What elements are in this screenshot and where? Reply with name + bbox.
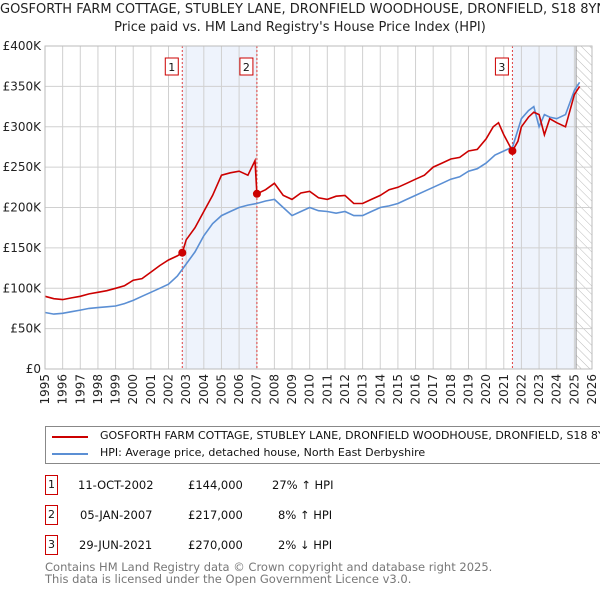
x-tick-label: 2009: [285, 374, 299, 405]
x-tick-label: 2006: [232, 374, 246, 405]
x-tick-label: 2014: [373, 374, 387, 405]
hpi-line: [44, 81, 581, 315]
x-tick-label: 2023: [532, 374, 546, 405]
transaction-price: £144,000: [188, 478, 243, 492]
transaction-date: 29-JUN-2021: [79, 538, 153, 552]
x-tick-label: 2022: [514, 374, 528, 405]
x-tick-label: 2004: [197, 374, 211, 405]
x-tick-label: 2021: [497, 374, 511, 405]
transaction-delta: 2% ↓ HPI: [278, 538, 333, 552]
sale-marker-label: 3: [498, 61, 505, 74]
transaction-price: £270,000: [188, 538, 243, 552]
transaction-badge: 1: [45, 475, 58, 495]
x-tick-label: 2012: [338, 374, 352, 405]
transaction-delta: 8% ↑ HPI: [278, 508, 333, 522]
chart-title: GOSFORTH FARM COTTAGE, STUBLEY LANE, DRO…: [0, 2, 600, 17]
transaction-badge: 2: [45, 505, 58, 525]
transaction-row: 1 11-OCT-2002 £144,000 27% ↑ HPI: [45, 475, 445, 495]
y-tick-label: £350K: [3, 79, 43, 93]
sale-marker-box: [239, 57, 254, 76]
x-tick-label: 2010: [303, 374, 317, 405]
footer-licence: This data is licensed under the Open Gov…: [45, 572, 412, 586]
x-tick-label: 2002: [162, 374, 176, 405]
x-tick-label: 1996: [56, 374, 70, 405]
x-tick-label: 2026: [585, 374, 599, 405]
plot-border: [44, 45, 593, 370]
x-tick-label: 2025: [567, 374, 581, 405]
legend-swatch-red: [52, 436, 88, 438]
sale-marker-box: [494, 57, 509, 76]
x-tick-label: 2020: [479, 374, 493, 405]
x-tick-label: 2003: [179, 374, 193, 405]
sale-point: [508, 146, 517, 155]
transaction-date: 11-OCT-2002: [78, 478, 154, 492]
x-tick-label: 2013: [356, 374, 370, 405]
transaction-row: 2 05-JAN-2007 £217,000 8% ↑ HPI: [45, 505, 445, 525]
x-tick-label: 2024: [550, 374, 564, 405]
legend-label: HPI: Average price, detached house, Nort…: [100, 446, 426, 459]
x-tick-label: 2018: [444, 374, 458, 405]
x-tick-label: 2017: [426, 374, 440, 405]
legend-swatch-blue: [52, 453, 88, 455]
x-tick-label: 1995: [38, 374, 52, 405]
sale-marker-label: 2: [243, 61, 250, 74]
x-tick-label: 2016: [409, 374, 423, 405]
y-tick-label: £250K: [3, 160, 43, 174]
y-tick-label: £150K: [3, 241, 43, 255]
sale-marker-label: 1: [168, 61, 175, 74]
sale-point: [178, 248, 187, 257]
chart-subtitle: Price paid vs. HM Land Registry's House …: [114, 20, 486, 35]
transaction-price: £217,000: [188, 508, 243, 522]
price-chart: 1995 1996 1997 1998 1999 2000 2001 2002 2003 2004…: [3, 39, 599, 405]
x-tick-label: 2005: [214, 374, 228, 405]
x-tick-label: 2001: [144, 374, 158, 405]
x-tick-label: 2019: [461, 374, 475, 405]
y-tick-label: £400K: [3, 39, 43, 53]
y-tick-label: £50K: [10, 322, 42, 336]
transaction-date: 05-JAN-2007: [80, 508, 153, 522]
x-tick-label: 1999: [109, 374, 123, 405]
y-tick-label: £100K: [3, 281, 43, 295]
footer-copyright: Contains HM Land Registry data © Crown c…: [45, 560, 493, 574]
x-tick-label: 1997: [73, 374, 87, 405]
x-tick-label: 1998: [91, 374, 105, 405]
x-tick-label: 2008: [267, 374, 281, 405]
legend: GOSFORTH FARM COTTAGE, STUBLEY LANE, DRO…: [45, 426, 600, 464]
transaction-delta: 27% ↑ HPI: [272, 478, 334, 492]
transaction-badge: 3: [45, 535, 58, 555]
y-tick-label: £300K: [3, 120, 43, 134]
transaction-row: 3 29-JUN-2021 £270,000 2% ↓ HPI: [45, 535, 445, 555]
x-tick-label: 2011: [320, 374, 334, 405]
x-tick-label: 2000: [126, 374, 140, 405]
sale-marker-box: [164, 57, 179, 76]
legend-label: GOSFORTH FARM COTTAGE, STUBLEY LANE, DRO…: [100, 429, 600, 442]
x-tick-label: 2015: [391, 374, 405, 405]
sale-point: [252, 189, 261, 198]
y-tick-label: £0: [26, 362, 41, 376]
y-tick-label: £200K: [3, 201, 43, 215]
x-tick-label: 2007: [250, 374, 264, 405]
